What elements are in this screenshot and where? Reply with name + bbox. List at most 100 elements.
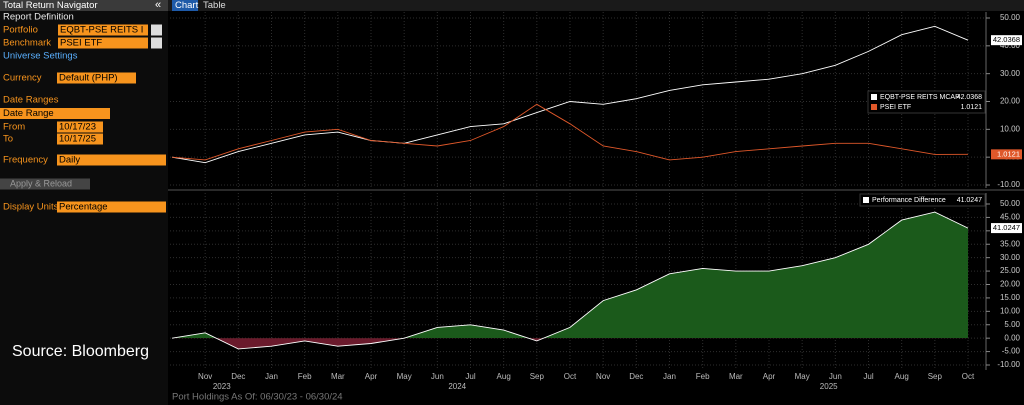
- field-value: Date Range: [3, 108, 54, 119]
- series-line: [171, 103, 969, 161]
- legend-swatch: [871, 94, 877, 100]
- y-tick-label: 35.00: [1000, 239, 1021, 248]
- y-tick-label: -10.00: [997, 360, 1020, 369]
- y-tick-label: 25.00: [1000, 266, 1021, 275]
- y-tick-label: 20.00: [1000, 97, 1021, 106]
- portfolio-input[interactable]: [58, 24, 148, 36]
- x-tick-label: Aug: [895, 372, 909, 381]
- search-button[interactable]: [151, 37, 162, 49]
- x-tick-label: Mar: [331, 372, 345, 381]
- tab-label[interactable]: Table: [203, 0, 226, 11]
- area-negative: [172, 338, 968, 349]
- x-tick-label: Apr: [763, 372, 776, 381]
- apply-button[interactable]: [0, 178, 90, 190]
- x-tick-label: May: [795, 372, 810, 381]
- field-value: EQBT-PSE REITS I: [60, 25, 143, 36]
- field-label: Currency: [3, 73, 42, 84]
- last-value-label: 41.0247: [993, 223, 1020, 232]
- y-tick-label: 30.00: [1000, 69, 1021, 78]
- y-tick-label: 50.00: [1000, 13, 1021, 22]
- title-bar: [0, 0, 168, 11]
- y-tick-label: -5.00: [1002, 347, 1021, 356]
- legend-label: EQBT-PSE REITS MCAP: [880, 94, 960, 101]
- y-tick-label: -10.00: [997, 180, 1020, 189]
- legend-value: 42.0368: [957, 94, 982, 101]
- search-button[interactable]: [151, 24, 162, 36]
- chart-tab[interactable]: [172, 0, 198, 11]
- collapse-button[interactable]: «: [155, 0, 161, 11]
- legend: [867, 90, 986, 114]
- y-tick-label: 50.00: [1000, 199, 1021, 208]
- x-tick-label: Jul: [465, 372, 475, 381]
- x-tick-label: Jul: [863, 372, 873, 381]
- field-value: 10/17/25: [59, 134, 96, 145]
- currency-dropdown[interactable]: [57, 72, 136, 84]
- x-tick-label: Dec: [629, 372, 643, 381]
- y-tick-label: 30.00: [1000, 253, 1021, 262]
- x-tick-label: Feb: [298, 372, 312, 381]
- benchmark-input[interactable]: [58, 37, 148, 49]
- section-header: Report Definition: [3, 12, 74, 23]
- field-label: Display Units: [3, 202, 59, 213]
- field-label: From: [3, 122, 25, 133]
- field-value: Default (PHP): [59, 73, 118, 84]
- field-label: Portfolio: [3, 25, 38, 36]
- x-tick-label: Apr: [365, 372, 378, 381]
- field-label: Benchmark: [3, 38, 51, 49]
- from-date-input[interactable]: [57, 121, 103, 133]
- x-tick-label: Oct: [962, 372, 975, 381]
- y-tick-label: 10.00: [1000, 124, 1021, 133]
- series-line: [171, 211, 969, 350]
- x-tick-label: Sep: [530, 372, 545, 381]
- legend-value: 1.0121: [961, 104, 983, 111]
- last-value-label: 42.0368: [993, 35, 1020, 44]
- x-tick-label: Sep: [928, 372, 943, 381]
- x-tick-label: Jan: [663, 372, 676, 381]
- area-positive: [172, 212, 968, 339]
- last-value-tag: [991, 223, 1022, 234]
- x-tick-label: Feb: [696, 372, 710, 381]
- legend-swatch: [871, 104, 877, 110]
- y-tick-label: 10.00: [1000, 306, 1021, 315]
- y-tick-label: 20.00: [1000, 280, 1021, 289]
- legend: [859, 193, 986, 207]
- display-units-dropdown[interactable]: [57, 201, 166, 213]
- last-value-tag: [991, 35, 1022, 46]
- y-tick-label: 40.00: [1000, 41, 1021, 50]
- x-year-label: 2025: [820, 382, 838, 391]
- field-label: To: [3, 134, 13, 145]
- legend-swatch: [863, 197, 869, 203]
- frequency-dropdown[interactable]: [57, 154, 166, 166]
- source-note: Source: Bloomberg: [12, 343, 149, 360]
- legend-label: PSEI ETF: [880, 104, 911, 111]
- last-value-tag: [991, 149, 1022, 160]
- y-tick-label: 15.00: [1000, 293, 1021, 302]
- x-tick-label: Dec: [231, 372, 245, 381]
- field-label: Frequency: [3, 155, 48, 166]
- field-value: PSEI ETF: [60, 38, 102, 49]
- legend-value: 41.0247: [957, 197, 982, 204]
- legend-label: Performance Difference: [872, 197, 946, 204]
- x-tick-label: Jun: [431, 372, 444, 381]
- x-tick-label: Mar: [729, 372, 743, 381]
- universe-settings-link[interactable]: Universe Settings: [3, 51, 78, 62]
- x-year-label: 2024: [448, 382, 466, 391]
- to-date-input[interactable]: [57, 133, 103, 145]
- x-year-label: 2023: [213, 382, 231, 391]
- x-tick-label: Oct: [564, 372, 577, 381]
- y-tick-label: 0.00: [1004, 333, 1020, 342]
- x-tick-label: Nov: [198, 372, 212, 381]
- field-value: 10/17/23: [59, 122, 96, 133]
- x-tick-label: Jun: [829, 372, 842, 381]
- y-tick-label: 45.00: [1000, 213, 1021, 222]
- x-tick-label: Aug: [497, 372, 511, 381]
- app-title: Total Return Navigator: [3, 0, 98, 11]
- charts: 50.00 40.00 30.00 20.00 10.00 0.00 -10.00 42.03…: [170, 12, 1022, 391]
- footer-note: Port Holdings As Of: 06/30/23 - 06/30/24: [172, 392, 343, 403]
- section-header: Date Ranges: [3, 95, 59, 106]
- y-tick-label: 5.00: [1004, 320, 1020, 329]
- date-range-dropdown[interactable]: [0, 108, 110, 119]
- x-tick-label: Jan: [265, 372, 278, 381]
